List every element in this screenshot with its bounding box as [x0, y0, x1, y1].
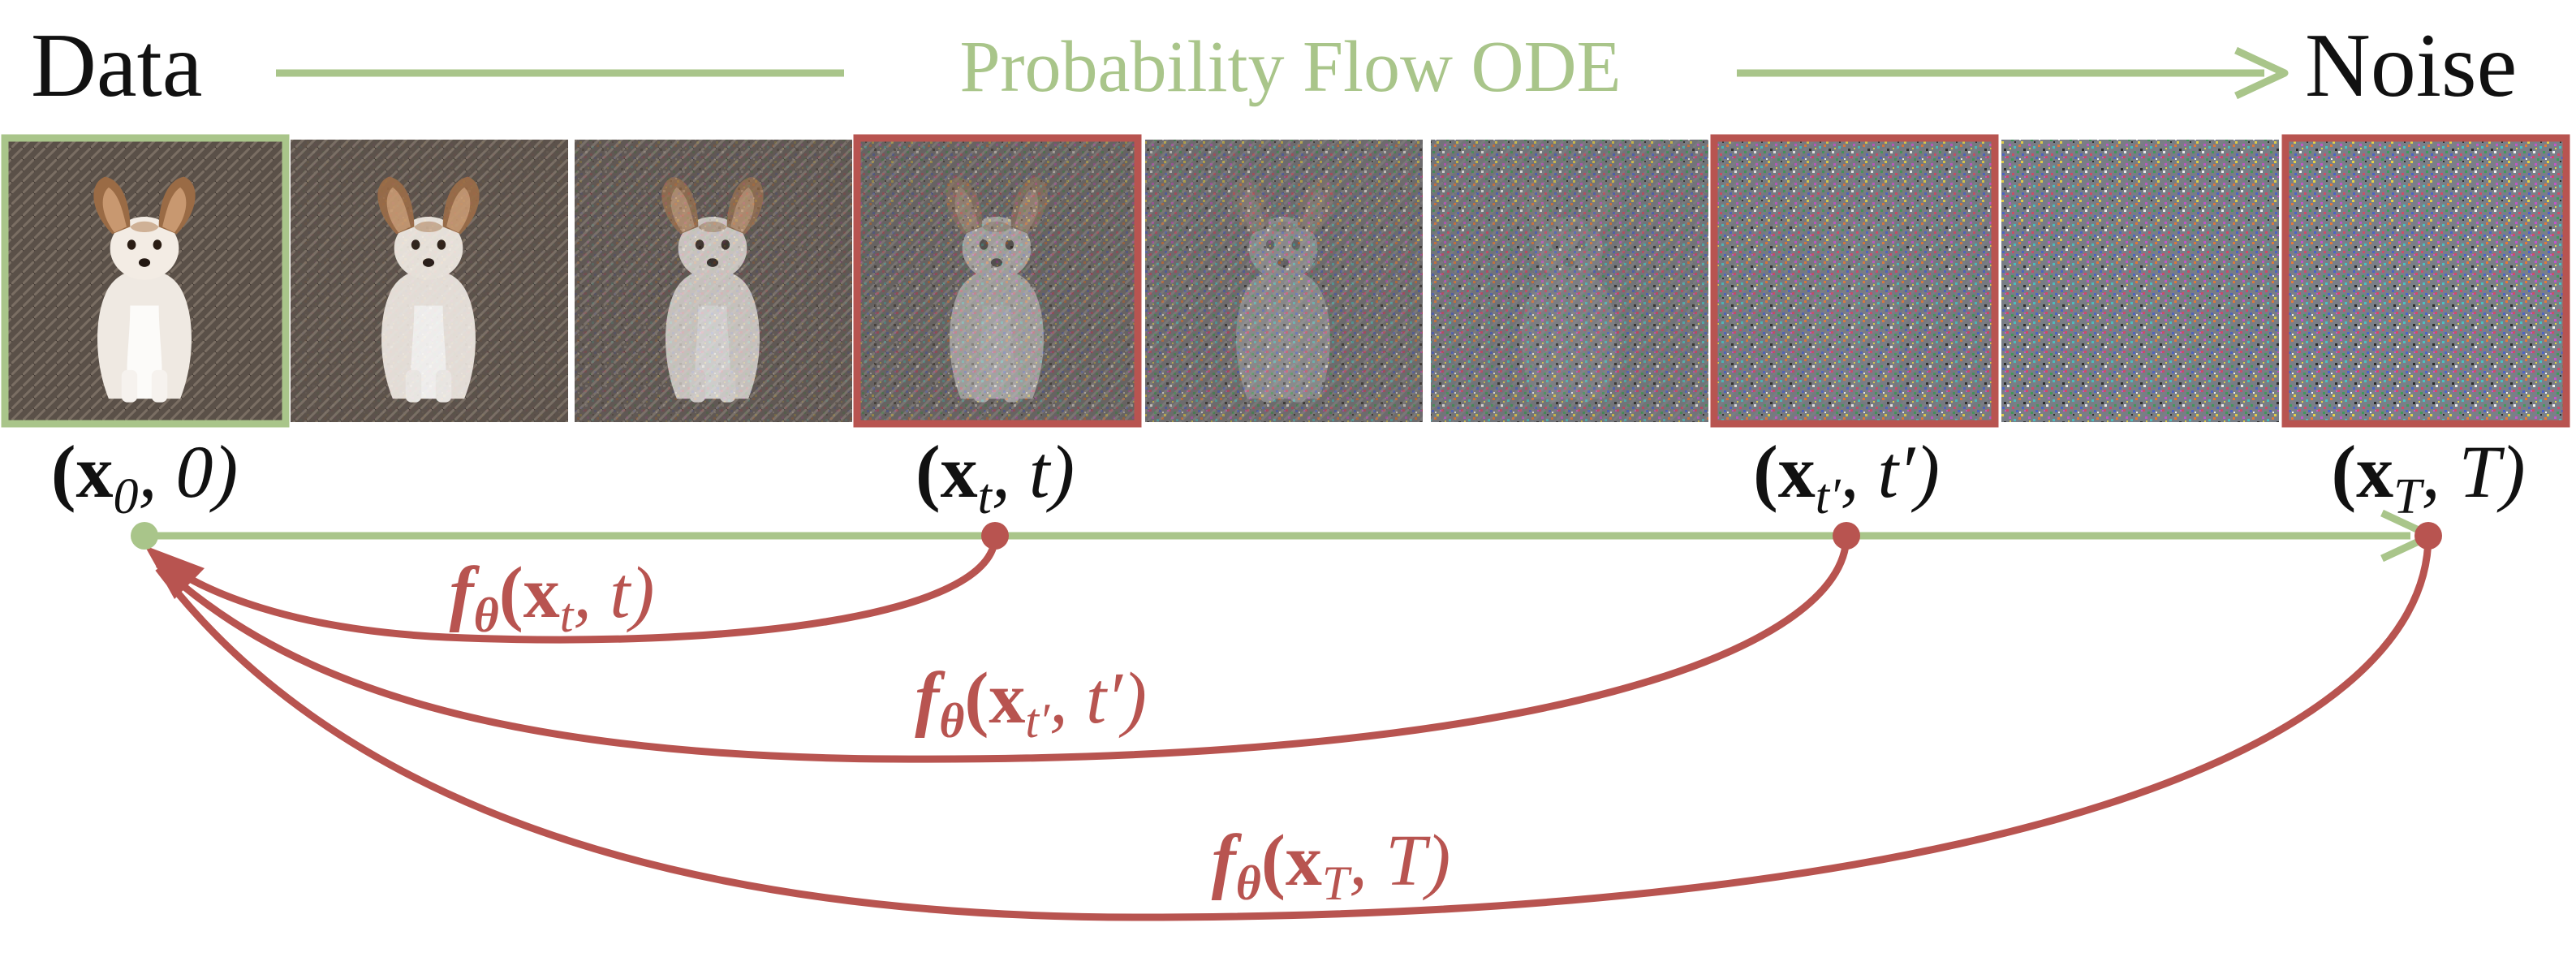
noise-overlay: [1145, 140, 1423, 422]
noise-label: Noise: [2305, 15, 2517, 116]
mapping-param: θ: [1236, 856, 1261, 910]
mapping-arg-sub: t: [560, 589, 575, 642]
point-label-main: (x: [915, 430, 978, 513]
noise-overlay: [2287, 140, 2565, 422]
frame-1: [291, 140, 568, 422]
point-label-main: (x: [2332, 430, 2394, 513]
mapping-param: θ: [939, 694, 964, 748]
noise-overlay: [291, 140, 568, 422]
point-label-1: (xt, t): [915, 430, 1075, 524]
point-dot-x0: [131, 522, 158, 550]
mapping-arrowhead: [144, 545, 205, 599]
point-label-tail: , 0): [139, 430, 239, 513]
consistency-mapping-arcs: [144, 535, 2432, 921]
point-frame-highlight: [2281, 134, 2570, 428]
point-dot-xT: [2414, 522, 2442, 550]
noise-overlay: [575, 140, 852, 422]
point-labels: (x0, 0) (xt, t) (xt′, t′) (xT, T): [51, 430, 2526, 524]
point-label-main: (x: [1753, 430, 1816, 513]
frame-7: [2001, 140, 2279, 422]
point-dot-xt: [981, 522, 1009, 550]
frame-5: [1431, 140, 1708, 422]
mapping-arg-tail: , t′): [1049, 658, 1147, 739]
mapping-arg-tail: , T): [1349, 821, 1450, 901]
point-label-sub: t′: [1816, 469, 1842, 524]
mapping-label-0: fθ(xt, t): [450, 553, 655, 642]
mapping-labels: fθ(xt, t) fθ(xt′, t′) fθ(xT, T): [450, 553, 1451, 910]
frame-0: [1, 134, 290, 428]
data-frame-highlight: [1, 134, 290, 428]
pf-ode-title: Probability Flow ODE: [959, 27, 1621, 107]
mapping-arc-1: [155, 535, 1850, 763]
mapping-label-2: fθ(xT, T): [1212, 821, 1451, 910]
noise-overlay: [1716, 140, 1993, 422]
frame-8: [2281, 134, 2570, 428]
noise-overlay: [859, 140, 1136, 422]
frame-4: [1145, 140, 1423, 422]
point-label-sub: t: [978, 469, 993, 524]
mapping-arc-0: [156, 535, 999, 644]
mapping-arg-sub: T: [1322, 856, 1352, 910]
mapping-label-1: fθ(xt′, t′): [915, 658, 1147, 748]
point-label-tail: , T): [2422, 430, 2526, 513]
mapping-arg-sub: t′: [1025, 694, 1050, 748]
point-label-tail: , t′): [1841, 430, 1940, 513]
point-label-sub: T: [2393, 469, 2425, 524]
point-label-3: (xT, T): [2332, 430, 2526, 524]
noising-image-strip: [1, 134, 2570, 428]
mapping-param: θ: [474, 589, 499, 642]
noise-overlay: [2001, 140, 2279, 422]
noise-overlay: [1431, 140, 1708, 422]
frame-2: [575, 140, 852, 422]
pf-ode-arrowhead: [2234, 46, 2289, 100]
point-label-2: (xt′, t′): [1753, 430, 1940, 524]
point-label-main: (x: [51, 430, 114, 513]
point-dot-xt-prime: [1833, 522, 1860, 550]
mapping-arg-main: (x: [1261, 821, 1322, 901]
frame-3: [853, 134, 1142, 428]
mapping-arg-main: (x: [964, 658, 1025, 739]
point-frame-highlight: [1710, 134, 1999, 428]
frame-6: [1710, 134, 1999, 428]
point-frame-highlight: [853, 134, 1142, 428]
point-label-sub: 0: [114, 469, 139, 524]
data-label: Data: [31, 15, 202, 116]
mapping-arg-main: (x: [499, 553, 560, 633]
mapping-arc-2: [155, 535, 2432, 921]
point-label-tail: , t): [992, 430, 1075, 513]
point-label-0: (x0, 0): [51, 430, 238, 524]
mapping-arg-tail: , t): [573, 553, 654, 633]
